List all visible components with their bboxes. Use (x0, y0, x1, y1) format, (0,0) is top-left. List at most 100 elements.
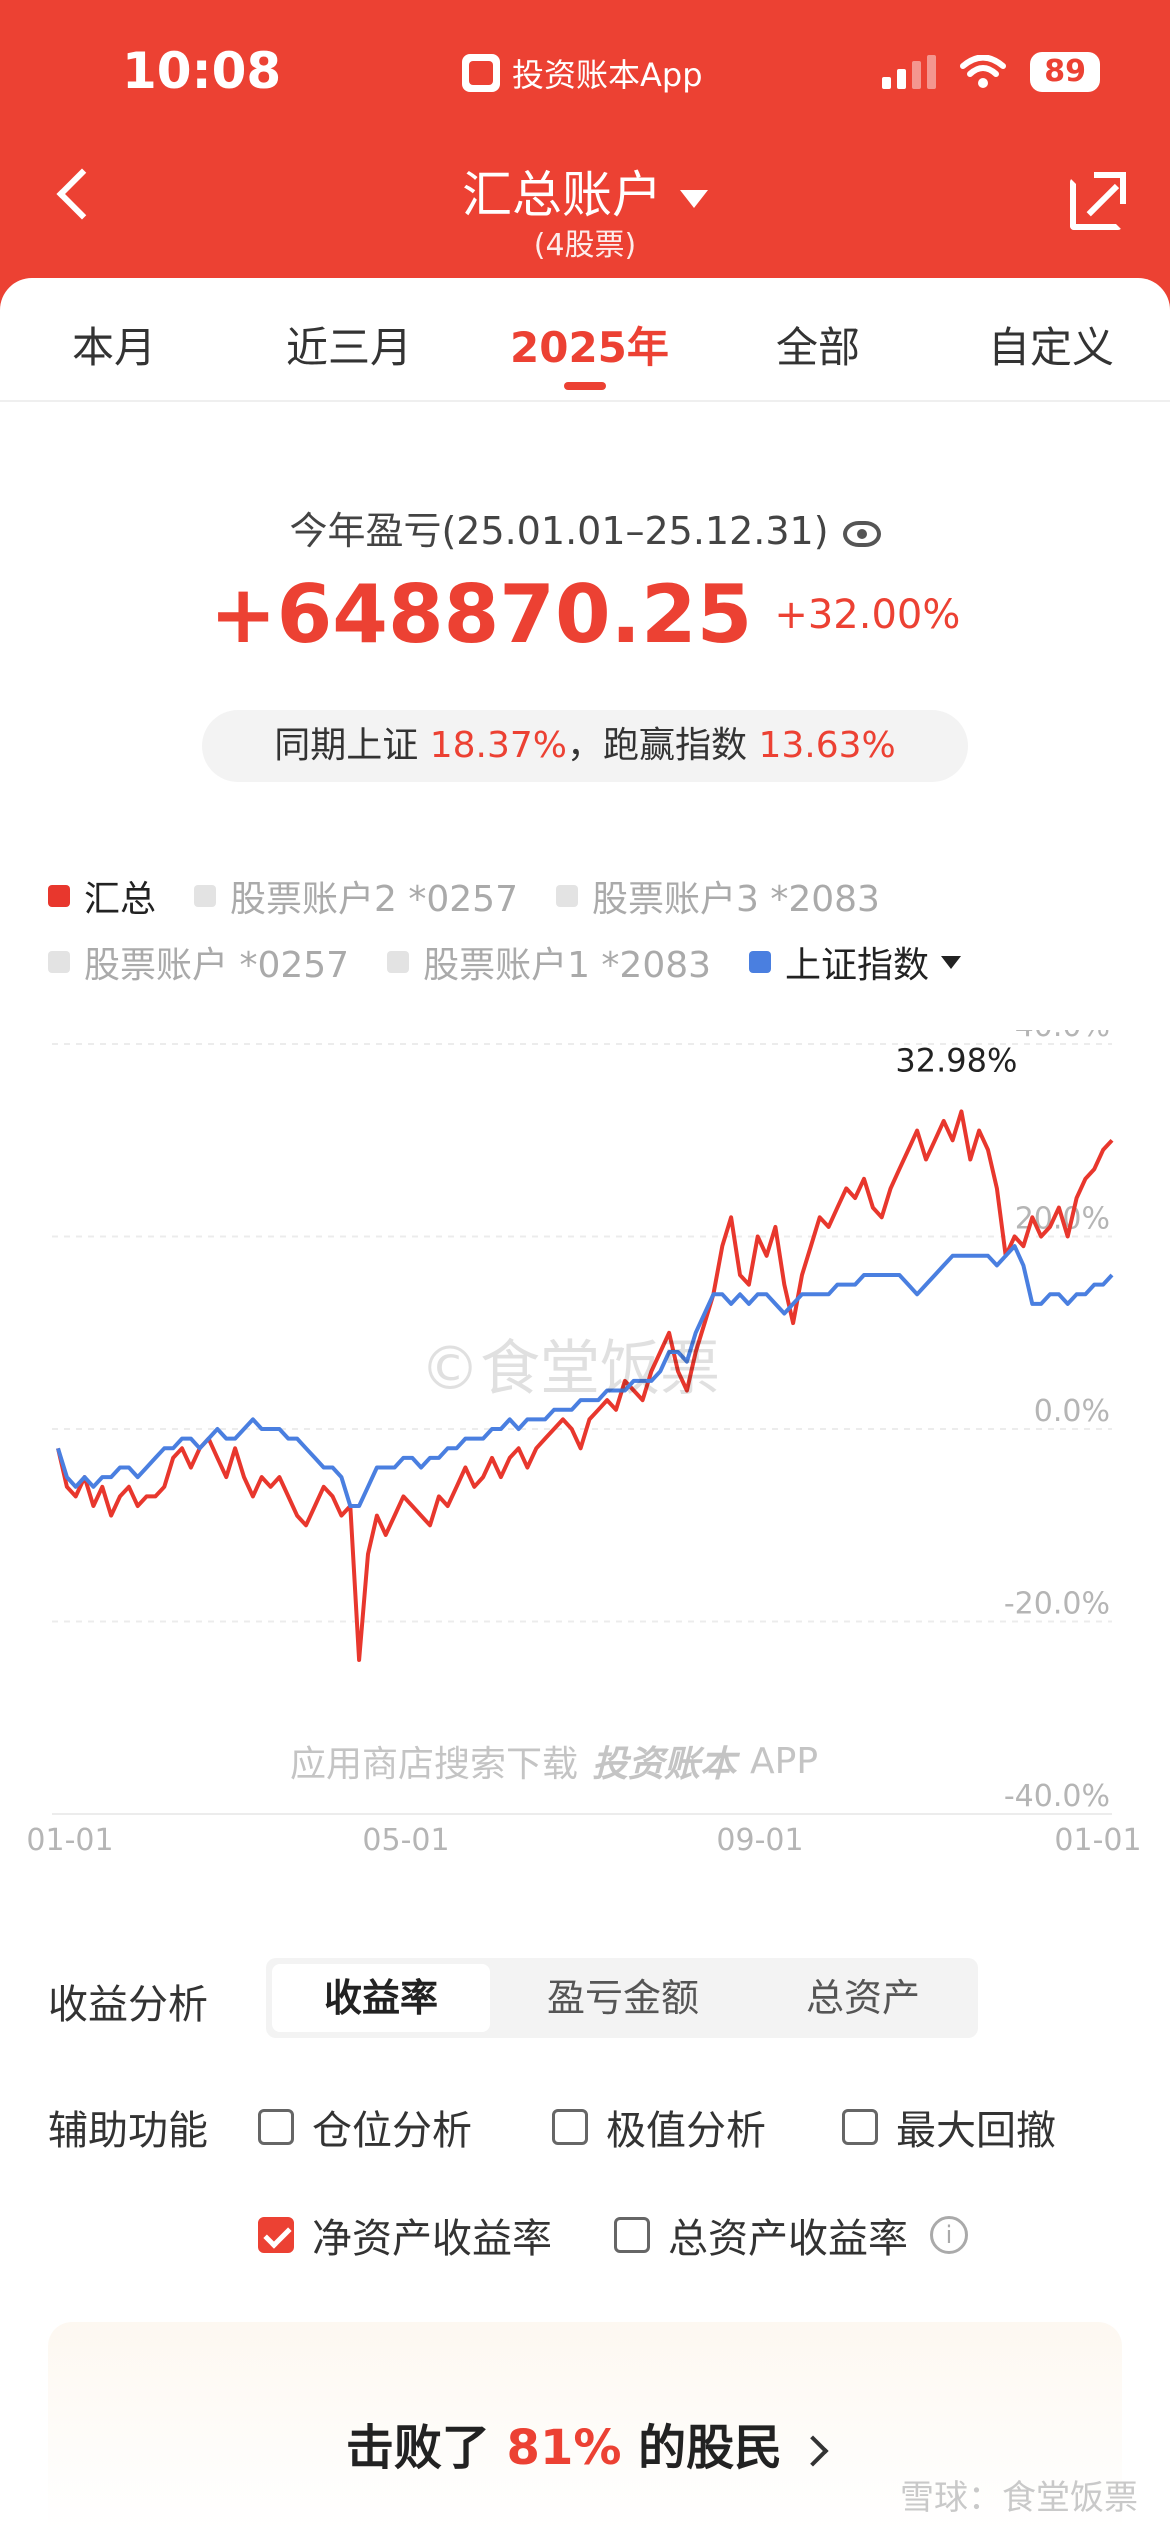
summary-label: 今年盈亏(25.01.01–25.12.31) (289, 509, 829, 553)
download-prefix: 应用商店搜索下载 (290, 1744, 579, 1785)
checkbox-icon[interactable] (842, 2109, 878, 2145)
page-title: 汇总账户 (462, 166, 662, 224)
max-value-label: 32.98% (895, 1041, 1017, 1079)
x-tick-label: 05-01 (362, 1823, 449, 1858)
check-label: 净资产收益率 (312, 2216, 552, 2262)
checkbox-icon[interactable] (552, 2109, 588, 2145)
profit-percent: +32.00% (774, 591, 961, 638)
check-label: 仓位分析 (312, 2108, 472, 2154)
legend-item-account[interactable]: 股票账户 *0257 (48, 936, 349, 988)
check-position-analysis[interactable]: 仓位分析 (258, 2098, 472, 2156)
analysis-label: 收益分析 (48, 1982, 208, 2028)
watermark: ©食堂饭票 (420, 1334, 720, 1404)
compare-beat-value: 13.63% (758, 725, 896, 766)
legend-swatch (194, 885, 217, 907)
header: 10:08 投资账本App 89 汇总账户 (4股票) (0, 0, 1170, 320)
segment-profit-amount[interactable]: 盈亏金额 (546, 1976, 699, 2020)
compare-mid: ，跑赢指数 (567, 725, 748, 766)
legend-row-1: 汇总 股票账户2 *0257 股票账户3 *2083 (48, 870, 918, 922)
return-chart[interactable]: 40.0%20.0%0.0%-20.0%-40.0%01-0105-0109-0… (0, 1030, 1170, 1880)
download-watermark: 应用商店搜索下载 投资账本 APP (290, 1735, 818, 1787)
legend-item-account1[interactable]: 股票账户1 *2083 (387, 936, 711, 988)
xueqiu-watermark: 雪球：食堂饭票 (900, 2478, 1138, 2518)
legend-label: 上证指数 (785, 945, 930, 986)
legend-swatch (555, 885, 578, 907)
checkbox-checked-icon[interactable] (258, 2217, 294, 2253)
checkbox-icon[interactable] (614, 2217, 650, 2253)
rank-suffix: 的股民 (638, 2420, 783, 2476)
legend-label: 股票账户3 *2083 (591, 879, 880, 920)
rank-text: 击败了 81% 的股民 (48, 2408, 1122, 2478)
legend-row-2: 股票账户 *0257 股票账户1 *2083 上证指数 (48, 936, 999, 988)
series-line-shanghai-index (56, 1244, 1114, 1508)
profit-value: +648870.25 (209, 568, 753, 661)
tab-custom[interactable]: 自定义 (988, 323, 1115, 372)
status-icons: 89 (882, 52, 1100, 92)
tab-year-2025[interactable]: 2025年 (510, 323, 669, 372)
status-app-name: 投资账本App (512, 56, 703, 94)
x-tick-label: 01-01 (1054, 1823, 1141, 1858)
x-tick-label: 09-01 (716, 1823, 803, 1858)
legend-label: 股票账户2 *0257 (230, 879, 518, 920)
account-selector[interactable]: 汇总账户 (0, 155, 1170, 227)
page-subtitle: (4股票) (533, 228, 637, 263)
tab-this-month[interactable]: 本月 (72, 323, 157, 372)
checkbox-icon[interactable] (258, 2109, 294, 2145)
series-line-summary (56, 1109, 1114, 1662)
rank-prefix: 击败了 (345, 2420, 490, 2476)
status-time: 10:08 (122, 42, 282, 100)
download-suffix: APP (750, 1740, 819, 1782)
status-app-indicator[interactable]: 投资账本App (462, 50, 703, 96)
legend-item-shanghai-index[interactable]: 上证指数 (749, 936, 962, 988)
y-tick-label: -40.0% (1004, 1779, 1110, 1814)
legend-item-account2[interactable]: 股票账户2 *0257 (194, 870, 518, 922)
check-total-asset-return[interactable]: 总资产收益率 i (614, 2206, 968, 2264)
legend-item-summary[interactable]: 汇总 (48, 870, 156, 922)
download-brand: 投资账本 (592, 1744, 737, 1785)
chevron-right-icon (797, 2435, 829, 2467)
legend-label: 股票账户 *0257 (84, 945, 350, 986)
segment-return-rate[interactable]: 收益率 (272, 1964, 490, 2032)
legend-swatch (48, 951, 70, 973)
check-net-asset-return[interactable]: 净资产收益率 (258, 2206, 552, 2264)
check-max-drawdown[interactable]: 最大回撤 (842, 2098, 1056, 2156)
analysis-segmented-control: 收益率 盈亏金额 总资产 (266, 1958, 978, 2038)
segment-total-assets[interactable]: 总资产 (805, 1976, 920, 2020)
rank-banner[interactable]: 击败了 81% 的股民 (48, 2322, 1122, 2532)
period-tabs: 本月 近三月 2025年 全部 自定义 (0, 278, 1170, 402)
legend-label: 股票账户1 *2083 (423, 945, 712, 986)
legend-swatch (387, 951, 410, 973)
legend-swatch (48, 885, 70, 907)
share-icon[interactable] (1070, 172, 1126, 230)
tab-all[interactable]: 全部 (776, 323, 861, 372)
check-label: 总资产收益率 (668, 2216, 908, 2262)
compare-index-value: 18.37% (429, 725, 567, 766)
compare-prefix: 同期上证 (274, 725, 419, 766)
assist-label: 辅助功能 (48, 2108, 208, 2154)
y-tick-label: 40.0% (1015, 1030, 1110, 1044)
summary-values: +648870.25 +32.00% (0, 568, 1170, 661)
tab-three-months[interactable]: 近三月 (286, 323, 413, 372)
wifi-icon (960, 55, 1007, 88)
legend-item-account3[interactable]: 股票账户3 *2083 (555, 870, 880, 922)
battery-indicator: 89 (1030, 52, 1100, 92)
check-extreme-analysis[interactable]: 极值分析 (552, 2098, 766, 2156)
check-label: 最大回撤 (896, 2108, 1056, 2154)
legend-label: 汇总 (84, 879, 157, 920)
y-tick-label: 0.0% (1034, 1394, 1110, 1429)
summary-label-row: 今年盈亏(25.01.01–25.12.31) (0, 500, 1170, 555)
index-dropdown-caret-icon[interactable] (941, 955, 962, 969)
y-tick-label: -20.0% (1004, 1587, 1110, 1622)
app-chart-icon (462, 54, 500, 92)
eye-icon[interactable] (842, 520, 881, 547)
info-icon[interactable]: i (930, 2216, 968, 2254)
cellular-signal-icon (882, 55, 937, 89)
x-tick-label: 01-01 (26, 1823, 113, 1858)
legend-swatch (749, 951, 772, 973)
check-label: 极值分析 (606, 2108, 766, 2154)
rank-percent: 81% (506, 2420, 622, 2476)
tab-indicator (564, 382, 606, 390)
dropdown-caret-icon (680, 189, 708, 208)
index-compare-pill: 同期上证 18.37%，跑赢指数 13.63% (202, 710, 968, 782)
content-sheet: 本月 近三月 2025年 全部 自定义 今年盈亏(25.01.01–25.12.… (0, 278, 1170, 2532)
